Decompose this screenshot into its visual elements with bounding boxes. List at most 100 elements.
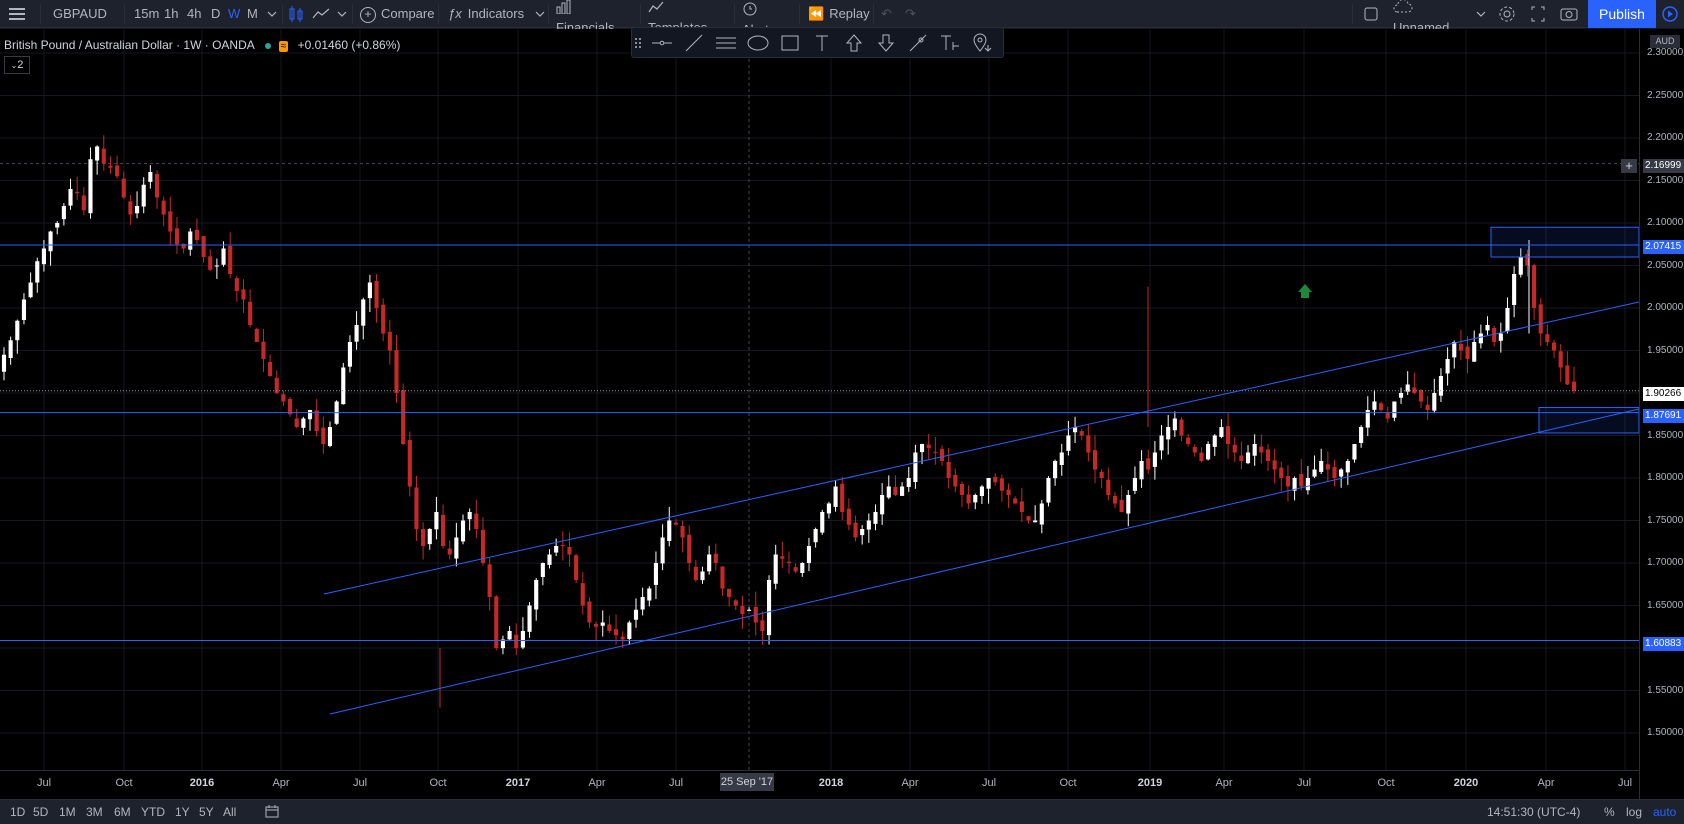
- candle-down: [1532, 265, 1537, 308]
- candle-down: [993, 476, 998, 483]
- legend-collapse-badge[interactable]: ⌄2: [4, 56, 30, 74]
- percent-scale-toggle[interactable]: %: [1604, 805, 1615, 819]
- candle-up: [1126, 495, 1131, 514]
- horizontal-line-tool-icon[interactable]: [650, 31, 674, 55]
- channel-lower-line: [329, 408, 1639, 715]
- redo-icon[interactable]: ↷: [905, 6, 916, 21]
- candle-down: [387, 331, 392, 351]
- interval-w[interactable]: W: [228, 6, 241, 21]
- arrow-down-tool-icon[interactable]: [874, 31, 898, 55]
- candle-down: [580, 583, 585, 606]
- candle-up: [900, 486, 905, 496]
- crosshair-date-label: 25 Sep '17: [720, 773, 774, 791]
- range-5d[interactable]: 5D: [33, 805, 49, 819]
- interval-m[interactable]: M: [247, 6, 258, 21]
- range-3m[interactable]: 3M: [86, 805, 103, 819]
- candle-up: [1432, 393, 1437, 411]
- candle-down: [1006, 489, 1011, 495]
- candles-icon[interactable]: [288, 0, 304, 28]
- undo-icon[interactable]: ↶: [881, 6, 892, 21]
- fullscreen-box-icon[interactable]: [1364, 0, 1378, 28]
- range-5y[interactable]: 5Y: [199, 805, 214, 819]
- range-1m[interactable]: 1M: [59, 805, 76, 819]
- map-pin-tool-icon[interactable]: [970, 31, 994, 55]
- price-tick-label: 1.50000: [1647, 727, 1684, 738]
- toolbar-divider: [352, 4, 353, 24]
- alert-button[interactable]: Alert: [742, 0, 769, 37]
- expand-icon[interactable]: [1530, 0, 1546, 28]
- camera-icon[interactable]: [1560, 0, 1578, 28]
- rectangle-tool-icon[interactable]: [778, 31, 802, 55]
- candle-up: [806, 546, 812, 564]
- interval-d[interactable]: D: [211, 6, 221, 21]
- candle-up: [1212, 435, 1217, 447]
- candle-up: [21, 299, 27, 320]
- candle-down: [760, 620, 765, 631]
- interval-dropdown-icon[interactable]: [267, 0, 277, 28]
- toolbar-divider: [873, 4, 874, 24]
- candle-down: [394, 350, 399, 393]
- range-1y[interactable]: 1Y: [175, 805, 190, 819]
- candle-down: [1199, 452, 1204, 461]
- candle-down: [261, 341, 266, 359]
- price-chart[interactable]: [0, 29, 1639, 770]
- candle-down: [687, 534, 692, 563]
- arrow-up-tool-icon[interactable]: [842, 31, 866, 55]
- candle-down: [966, 494, 971, 504]
- chart-pane[interactable]: [0, 29, 1639, 770]
- range-ytd[interactable]: YTD: [141, 805, 165, 819]
- layout-menu[interactable]: Unnamed: [1393, 0, 1449, 35]
- measure-tool-icon[interactable]: [906, 31, 930, 55]
- candle-up: [35, 261, 40, 283]
- interval-15m[interactable]: 15m: [134, 6, 160, 21]
- candle-up: [1312, 469, 1317, 477]
- candle-up: [1053, 461, 1058, 479]
- settings-gear-icon[interactable]: [1498, 0, 1516, 28]
- candle-down: [946, 461, 951, 478]
- range-6m[interactable]: 6M: [114, 805, 131, 819]
- range-1d[interactable]: 1D: [10, 805, 26, 819]
- ellipse-tool-icon[interactable]: [746, 31, 770, 55]
- menu-icon[interactable]: [8, 0, 28, 28]
- time-axis[interactable]: [0, 770, 1639, 799]
- trend-line-tool-icon[interactable]: [682, 31, 706, 55]
- chart-type-dropdown-icon[interactable]: [337, 0, 347, 28]
- drag-handle-icon[interactable]: [632, 31, 644, 55]
- log-scale-toggle[interactable]: log: [1626, 805, 1643, 819]
- candle-down: [1279, 467, 1284, 478]
- replay-button[interactable]: ⏪ Replay: [808, 0, 870, 28]
- date-range-calendar-icon[interactable]: [264, 800, 280, 824]
- candle-up: [1359, 427, 1364, 443]
- templates-button[interactable]: Templates: [648, 0, 707, 35]
- clock-timezone[interactable]: 14:51:30 (UTC-4): [1487, 805, 1581, 819]
- candle-up: [48, 231, 53, 252]
- indicators-dropdown-icon[interactable]: [535, 0, 545, 28]
- crosshair-plus-icon[interactable]: +: [1621, 159, 1637, 173]
- indicator-templates-icon[interactable]: [312, 0, 330, 28]
- compare-button[interactable]: + Compare: [360, 0, 434, 28]
- candle-up: [1372, 401, 1377, 410]
- chevron-down-icon: ⌄: [10, 61, 18, 70]
- candle-down: [494, 596, 499, 648]
- time-tick-label: Oct: [115, 777, 133, 789]
- auto-scale-toggle[interactable]: auto: [1653, 805, 1677, 819]
- indicators-button[interactable]: ƒx Indicators: [448, 0, 524, 28]
- bar-chart-icon: [556, 0, 571, 14]
- candle-down: [613, 629, 619, 636]
- text-tool-icon[interactable]: [810, 31, 834, 55]
- play-icon[interactable]: [1656, 0, 1684, 28]
- candle-up: [707, 554, 712, 572]
- candle-down: [1525, 254, 1530, 266]
- publish-button[interactable]: Publish: [1588, 0, 1656, 28]
- candle-up: [979, 486, 984, 497]
- interval-4h[interactable]: 4h: [187, 6, 202, 21]
- candle-down: [414, 487, 419, 529]
- parallel-channel-tool-icon[interactable]: [714, 31, 738, 55]
- interval-1h[interactable]: 1h: [164, 6, 179, 21]
- layout-dropdown-icon[interactable]: [1476, 0, 1486, 28]
- financials-button[interactable]: Financials: [556, 0, 615, 35]
- symbol-search[interactable]: GBPAUD: [53, 6, 107, 21]
- price-label-tool-icon[interactable]: [938, 31, 962, 55]
- candle-up: [188, 231, 193, 250]
- range-all[interactable]: All: [223, 805, 237, 819]
